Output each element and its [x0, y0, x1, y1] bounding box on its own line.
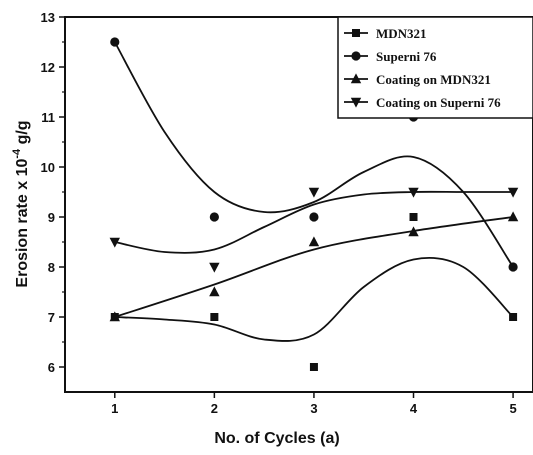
point-superni-76: [508, 262, 518, 272]
point-coating-on-superni-76: [308, 187, 320, 198]
x-tick-label: 3: [310, 401, 317, 416]
x-tick-label: 5: [509, 401, 516, 416]
point-coating-on-mdn321: [109, 311, 120, 322]
x-tick-label: 1: [111, 401, 118, 416]
fit-curves: [113, 41, 514, 342]
x-axis-title: No. of Cycles (a): [214, 430, 339, 447]
data-markers: [109, 37, 519, 371]
legend-label-superni-76: Superni 76: [376, 49, 437, 64]
y-axis-title-exponent: -4: [11, 148, 23, 159]
y-tick-label: 9: [48, 210, 55, 225]
plot-axes: [64, 16, 533, 393]
x-tick-label: 4: [410, 401, 418, 416]
point-coating-on-mdn321: [408, 226, 419, 237]
y-tick-label: 7: [48, 310, 55, 325]
point-superni-76: [209, 212, 219, 222]
y-tick-label: 8: [48, 260, 55, 275]
legend-label-coating-on-mdn321: Coating on MDN321: [376, 72, 491, 87]
legend-marker-superni-76: [351, 51, 361, 61]
legend-marker-mdn321: [352, 29, 360, 37]
point-mdn321: [309, 363, 318, 371]
y-tick-label: 10: [41, 160, 55, 175]
curve-superni-76: [113, 41, 514, 268]
curve-coating-on-mdn321: [114, 216, 514, 318]
legend-label-mdn321: MDN321: [376, 26, 427, 41]
y-axis-title: Erosion rate x 10-4 g/g: [11, 120, 31, 287]
point-superni-76: [309, 212, 319, 222]
curve-coating-on-superni-76: [114, 190, 514, 254]
point-mdn321: [509, 313, 518, 321]
point-coating-on-superni-76: [109, 237, 120, 248]
legend-box: [337, 16, 533, 119]
legend-label-coating-on-superni-76: Coating on Superni 76: [376, 95, 501, 110]
legend: MDN321 Superni 76 Coating on MDN321 Coating…: [337, 16, 533, 119]
point-coating-on-mdn321: [209, 286, 220, 297]
y-tick-label: 11: [41, 110, 55, 125]
point-superni-76: [110, 37, 120, 47]
point-mdn321: [210, 313, 219, 321]
x-tick-label: 2: [211, 401, 218, 416]
legend-marker-coating-on-mdn321: [350, 73, 362, 84]
y-axis-title-main: Erosion rate x 10: [14, 159, 31, 288]
y-tick-label: 12: [41, 60, 55, 75]
point-coating-on-superni-76: [408, 187, 419, 198]
point-coating-on-mdn321: [507, 211, 519, 222]
point-coating-on-superni-76: [507, 187, 519, 198]
plot-frame: [64, 16, 533, 393]
legend-marker-coating-on-superni-76: [350, 97, 362, 108]
point-coating-on-superni-76: [209, 262, 220, 273]
point-coating-on-mdn321: [308, 236, 320, 247]
y-tick-label: 6: [48, 360, 55, 375]
point-mdn321: [409, 213, 418, 221]
y-tick-label: 13: [41, 10, 55, 25]
y-axis-title-unit: g/g: [14, 120, 31, 148]
curve-mdn321: [114, 256, 514, 342]
